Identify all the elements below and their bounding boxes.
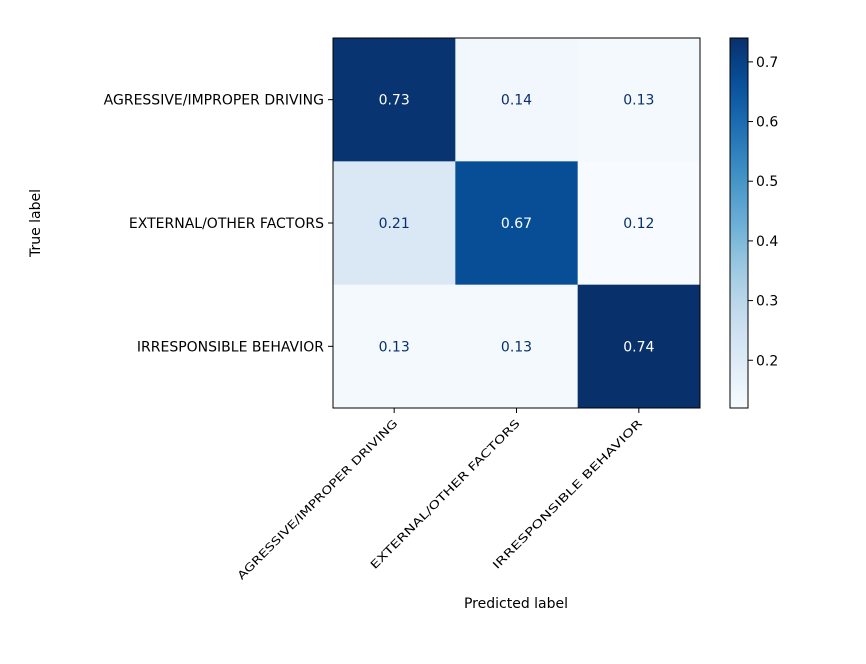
colorbar-tick-label: 0.6 [756, 115, 778, 131]
x-tick-label: EXTERNAL/OTHER FACTORS [368, 417, 523, 572]
heatmap-cell [577, 284, 701, 409]
cell-value-label: 0.21 [379, 216, 410, 232]
colorbar-tick-label: 0.7 [756, 55, 778, 71]
x-axis-ticks: AGRESSIVE/IMPROPER DRIVING EXTERNAL/OTHER… [235, 408, 645, 582]
heatmap-cell [333, 284, 456, 409]
heatmap-cell [577, 38, 701, 162]
heatmap-cell [455, 38, 579, 162]
heatmap-cell [333, 38, 456, 162]
y-tick-label: IRRESPONSIBLE BEHAVIOR [137, 339, 324, 355]
cell-value-label: 0.73 [379, 93, 410, 109]
heatmap-cell-labels: 0.73 0.14 0.13 0.21 0.67 0.12 0.13 0.13 0.74 [379, 93, 655, 356]
cell-value-label: 0.74 [623, 339, 654, 355]
colorbar-ticks: 0.2 0.3 0.4 0.5 0.6 0.7 [748, 55, 778, 369]
y-axis-ticks: AGRESSIVE/IMPROPER DRIVING EXTERNAL/OTHER… [104, 93, 333, 355]
colorbar-tick-label: 0.5 [756, 174, 778, 190]
cell-value-label: 0.13 [501, 339, 532, 355]
cell-value-label: 0.14 [501, 93, 532, 109]
y-tick-label: EXTERNAL/OTHER FACTORS [129, 216, 324, 232]
cell-value-label: 0.13 [379, 339, 410, 355]
cell-value-label: 0.67 [501, 216, 532, 232]
x-axis-label: Predicted label [464, 596, 568, 612]
heatmap-cell [455, 284, 579, 409]
cell-value-label: 0.13 [623, 93, 654, 109]
y-tick-label: AGRESSIVE/IMPROPER DRIVING [104, 93, 324, 109]
heatmap-cell [577, 161, 701, 286]
heatmap-cell [333, 161, 456, 286]
heatmap-cells [333, 38, 701, 409]
colorbar-tick-label: 0.2 [756, 353, 778, 369]
y-axis-label: True label [28, 189, 44, 258]
colorbar-tick-label: 0.4 [756, 234, 778, 250]
colorbar [729, 37, 749, 409]
cell-value-label: 0.12 [623, 216, 654, 232]
heatmap-cell [455, 161, 579, 286]
x-tick-label: IRRESPONSIBLE BEHAVIOR [490, 417, 645, 572]
colorbar-tick-label: 0.3 [756, 294, 778, 310]
